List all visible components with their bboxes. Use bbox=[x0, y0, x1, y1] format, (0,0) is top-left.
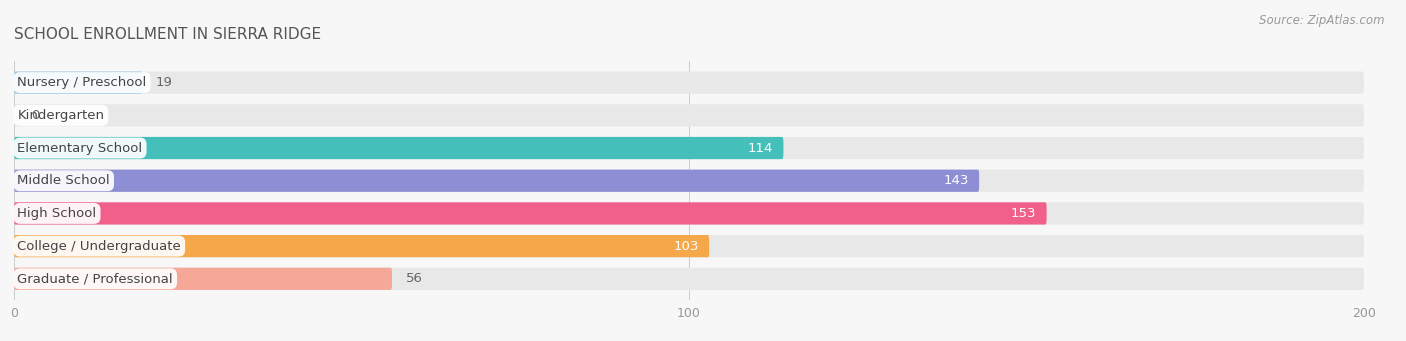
FancyBboxPatch shape bbox=[14, 268, 392, 290]
Text: High School: High School bbox=[17, 207, 97, 220]
Text: 0: 0 bbox=[31, 109, 39, 122]
FancyBboxPatch shape bbox=[14, 72, 142, 94]
FancyBboxPatch shape bbox=[14, 104, 1364, 127]
FancyBboxPatch shape bbox=[14, 169, 1364, 192]
Text: 114: 114 bbox=[748, 142, 773, 154]
FancyBboxPatch shape bbox=[14, 235, 709, 257]
Text: SCHOOL ENROLLMENT IN SIERRA RIDGE: SCHOOL ENROLLMENT IN SIERRA RIDGE bbox=[14, 27, 321, 42]
Text: 56: 56 bbox=[405, 272, 422, 285]
Text: College / Undergraduate: College / Undergraduate bbox=[17, 240, 181, 253]
Text: Elementary School: Elementary School bbox=[17, 142, 142, 154]
FancyBboxPatch shape bbox=[14, 235, 1364, 257]
FancyBboxPatch shape bbox=[14, 137, 1364, 159]
FancyBboxPatch shape bbox=[14, 268, 1364, 290]
FancyBboxPatch shape bbox=[14, 72, 1364, 94]
Text: 143: 143 bbox=[943, 174, 969, 187]
FancyBboxPatch shape bbox=[14, 169, 979, 192]
FancyBboxPatch shape bbox=[14, 202, 1364, 224]
Text: Source: ZipAtlas.com: Source: ZipAtlas.com bbox=[1260, 14, 1385, 27]
Text: Graduate / Professional: Graduate / Professional bbox=[17, 272, 173, 285]
Text: 19: 19 bbox=[156, 76, 173, 89]
Text: 153: 153 bbox=[1011, 207, 1036, 220]
Text: Middle School: Middle School bbox=[17, 174, 110, 187]
FancyBboxPatch shape bbox=[14, 137, 783, 159]
Text: Kindergarten: Kindergarten bbox=[17, 109, 104, 122]
Text: 103: 103 bbox=[673, 240, 699, 253]
FancyBboxPatch shape bbox=[14, 202, 1046, 224]
Text: Nursery / Preschool: Nursery / Preschool bbox=[17, 76, 146, 89]
